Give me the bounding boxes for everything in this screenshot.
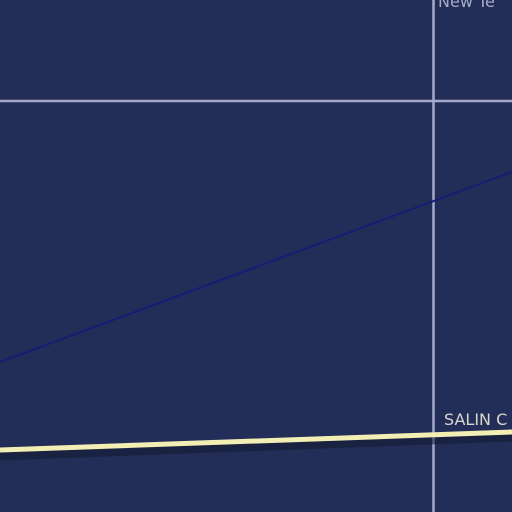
road-line[interactable]	[0, 429, 512, 453]
route-line[interactable]	[0, 171, 512, 363]
place-label[interactable]: New Te	[438, 0, 495, 11]
road-shadow	[0, 432, 512, 461]
road-label[interactable]: SALIN C	[444, 410, 508, 429]
